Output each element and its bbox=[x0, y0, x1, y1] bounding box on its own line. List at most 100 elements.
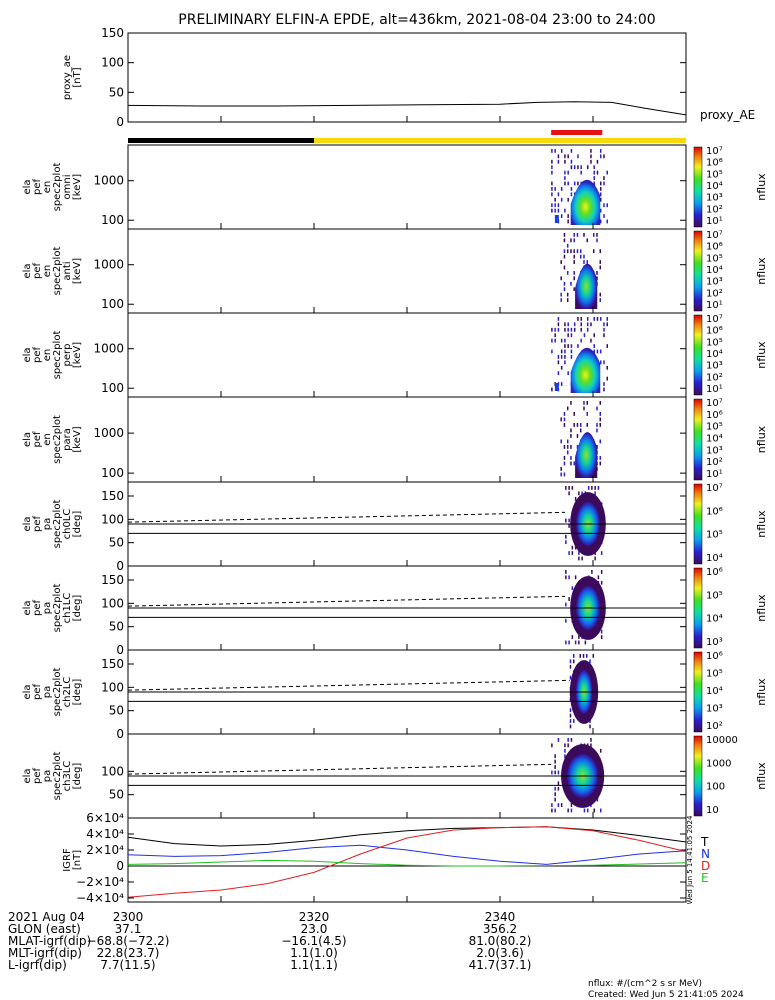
heatmap-speckle bbox=[600, 580, 603, 585]
status-bar bbox=[128, 130, 686, 143]
colorbar-tick-label: 10⁷ bbox=[706, 483, 723, 494]
y-axis-label: pef bbox=[32, 600, 43, 617]
heatmap-speckle bbox=[560, 355, 563, 359]
colorbar-label: nflux bbox=[755, 341, 768, 369]
heatmap-blob bbox=[570, 179, 601, 225]
heatmap-speckle bbox=[599, 417, 602, 422]
heatmap-speckle bbox=[551, 387, 553, 392]
heatmap-speckle bbox=[551, 187, 553, 191]
heatmap-speckle bbox=[573, 254, 575, 259]
heatmap-speckle bbox=[579, 423, 582, 427]
y-axis-label: perp bbox=[62, 344, 73, 367]
heatmap-speckle bbox=[570, 803, 573, 807]
heatmap-speckle bbox=[606, 322, 608, 327]
igrf-side-label: Wed Jun 5 14:41:05 2024 bbox=[686, 815, 694, 904]
heatmap-speckle bbox=[567, 214, 569, 218]
heatmap-speckle bbox=[570, 738, 573, 742]
y-axis-label: omni bbox=[62, 175, 73, 200]
heatmap-speckle bbox=[567, 333, 569, 338]
heatmap-speckle bbox=[566, 243, 569, 248]
heatmap-speckle bbox=[587, 486, 590, 490]
heatmap-speckle bbox=[564, 748, 566, 753]
y-tick-label: 150 bbox=[101, 657, 124, 671]
heatmap-speckle bbox=[573, 276, 575, 281]
xaxis-row-label: MLT-igrf(dip) bbox=[8, 946, 82, 960]
y-axis-label: pef bbox=[32, 684, 43, 701]
heatmap-speckle bbox=[563, 281, 566, 286]
colorbar-tick-label: 10⁴ bbox=[706, 265, 723, 276]
heatmap-speckle bbox=[551, 192, 553, 197]
heatmap-speckle bbox=[600, 635, 603, 639]
heatmap-speckle bbox=[564, 344, 566, 348]
heatmap-speckle bbox=[568, 551, 570, 555]
heatmap-speckle bbox=[570, 355, 573, 359]
y-tick-label: 100 bbox=[101, 512, 124, 526]
colorbar-tick-label: 10¹ bbox=[706, 300, 723, 311]
colorbar-tick-label: 10 bbox=[706, 805, 719, 816]
heatmap-speckle bbox=[568, 491, 570, 496]
heatmap-speckle bbox=[577, 154, 579, 159]
heatmap-speckle bbox=[586, 327, 589, 332]
heatmap-speckle bbox=[560, 439, 562, 444]
heatmap-speckle bbox=[579, 654, 582, 658]
heatmap-speckle bbox=[586, 317, 589, 321]
heatmap-speckle bbox=[563, 461, 566, 466]
heatmap-speckle bbox=[567, 808, 569, 813]
heatmap-speckle bbox=[557, 208, 560, 213]
xaxis-row-value: 23.0 bbox=[301, 922, 328, 936]
heatmap-speckle bbox=[586, 238, 588, 243]
heatmap-speckle bbox=[593, 181, 595, 186]
heatmap-speckle bbox=[593, 349, 595, 354]
y-axis-label: pef bbox=[32, 516, 43, 533]
heatmap-speckle bbox=[593, 170, 595, 175]
y-axis-label: [deg] bbox=[72, 511, 83, 538]
y-axis-label: [deg] bbox=[72, 679, 83, 706]
heatmap-speckle bbox=[594, 491, 596, 496]
heatmap-speckle bbox=[570, 344, 573, 348]
heatmap-speckle bbox=[593, 165, 595, 170]
heatmap-speckle bbox=[557, 786, 560, 791]
heatmap-speckle bbox=[599, 149, 602, 153]
heatmap-speckle bbox=[573, 249, 575, 254]
heatmap-speckle bbox=[606, 170, 608, 175]
heatmap-speckle bbox=[574, 496, 577, 501]
heatmap-speckle bbox=[583, 260, 585, 264]
heatmap-speckle bbox=[590, 743, 592, 748]
heatmap-speckle bbox=[580, 327, 582, 332]
y-axis-label: pef bbox=[32, 347, 43, 364]
loss-cone-dashed bbox=[127, 595, 566, 607]
y-tick-label: 100 bbox=[101, 680, 124, 694]
heatmap-speckle bbox=[583, 808, 586, 813]
y-axis-label: pef bbox=[32, 179, 43, 196]
panel-ch0LC: 150 100 50 0 ela pef pa spec2plot ch0LC [deg] 10⁷ 1… bbox=[22, 481, 768, 573]
heatmap-speckle bbox=[564, 360, 566, 365]
heatmap-speckle bbox=[576, 233, 579, 237]
legend-proxy-ae: proxy_AE bbox=[700, 108, 755, 122]
colorbar-tick-label: 10⁴ bbox=[706, 434, 723, 445]
heatmap-speckle bbox=[579, 428, 582, 433]
heatmap-speckle bbox=[571, 545, 574, 550]
xaxis-row-value: 37.1 bbox=[115, 922, 142, 936]
y-tick-label: 0 bbox=[116, 115, 124, 129]
colorbar-label: nflux bbox=[755, 257, 768, 285]
colorbar-tick-label: 10⁶ bbox=[706, 242, 723, 253]
heatmap-speckle bbox=[557, 371, 560, 376]
igrf-series-N bbox=[127, 844, 687, 865]
heatmap-speckle bbox=[560, 298, 562, 302]
heatmap-speckle bbox=[599, 187, 602, 191]
xaxis-row-label: MLAT-igrf(dip) bbox=[8, 934, 91, 948]
heatmap-speckle bbox=[554, 808, 556, 813]
heatmap-speckle bbox=[563, 287, 566, 292]
heatmap-speckle bbox=[554, 187, 556, 191]
heatmap-speckle bbox=[583, 406, 585, 411]
y-tick-label: 150 bbox=[101, 573, 124, 587]
heatmap-speckle bbox=[560, 382, 563, 386]
heatmap-speckle bbox=[567, 197, 569, 202]
y-axis-label: pa bbox=[42, 770, 53, 782]
heatmap-speckle bbox=[557, 770, 560, 775]
heatmap-speckle bbox=[551, 770, 553, 775]
heatmap-speckle bbox=[573, 412, 575, 416]
y-axis-label: anti bbox=[62, 261, 73, 280]
heatmap-speckle bbox=[596, 445, 598, 449]
